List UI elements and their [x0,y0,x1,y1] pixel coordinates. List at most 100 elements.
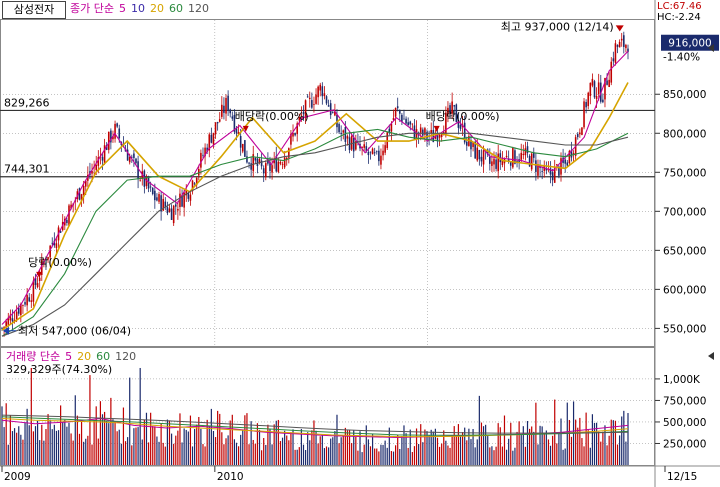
volume-bar [95,406,97,465]
volume-bar [41,424,43,465]
volume-bar [298,447,300,465]
volume-bar [143,419,145,465]
volume-bar [227,435,229,465]
ma-line-20 [1,82,629,331]
candle-body [384,145,386,153]
volume-ma-line-60 [1,416,629,436]
volume-bar [175,435,177,465]
stock-name-tab[interactable]: 삼성전자 [2,1,66,19]
volume-bar [284,430,286,465]
candle-body [114,123,116,139]
candle-body [344,127,347,142]
candle-body [568,150,571,164]
candle-body [116,123,118,127]
volume-bar [325,446,328,465]
volume-bar [462,432,464,465]
volume-bar [621,416,623,465]
vol-ma-legend-5: 5 [65,350,73,363]
candle-body [38,277,41,282]
candle-body [373,152,376,154]
volume-bar [196,424,198,465]
candle-body [66,219,68,223]
volume-bar [112,419,114,465]
volume-bar [279,441,282,465]
volume-bar [281,437,284,465]
volume-bar [614,420,617,465]
candle-body [193,183,196,185]
candle-body [547,169,550,171]
candle-body [172,205,175,224]
volume-bar [595,422,598,465]
candle-body [22,305,24,306]
candle-body [386,132,389,148]
candle-body [367,151,370,156]
candle-body [237,132,240,135]
volume-bar [118,429,120,465]
candle-body [380,155,382,165]
volume-bar [610,419,612,465]
volume-bar [581,438,583,465]
vol-ma-legend-20: 20 [77,350,92,363]
volume-bar [127,437,129,465]
candle-body [84,180,87,187]
candle-body [162,198,165,211]
volume-bar [397,434,399,465]
candle-body [183,192,185,208]
candle-body [365,146,368,152]
candle-body [591,78,594,86]
volume-bar [1,406,3,465]
volume-bar [392,451,395,465]
candle-body [338,123,340,133]
candle-body [361,147,363,149]
volume-bar [275,420,277,465]
candle-body [375,151,378,153]
volume-bar [68,422,70,465]
candle-body [618,41,621,48]
volume-bar [145,412,148,465]
volume-bar [51,429,53,465]
volume-bar [449,447,451,465]
volume-bar [600,441,602,465]
candle-body [449,105,451,114]
volume-bar [579,417,581,465]
volume-bar [181,442,183,465]
volume-bar [116,431,118,465]
volume-bar [135,427,137,465]
candle-body [378,150,380,162]
last-price-label: 916,000 [668,38,711,50]
volume-bar [13,428,16,465]
candle-body [227,95,229,111]
volume-bar [60,405,62,465]
volume-scroll-up-icon[interactable] [708,352,714,360]
candle-body [560,158,562,175]
candle-body [131,156,133,158]
candle-body [128,156,131,163]
candle-body [70,204,72,209]
volume-bar [424,429,426,465]
volume-bar [501,446,503,465]
volume-bar [141,439,143,465]
candle-body [363,144,366,148]
candle-body [304,100,307,119]
candle-body [489,156,491,164]
candle-body [28,297,31,302]
low-annotation: 최저 547,000 (06/04) [18,325,131,338]
volume-bar [482,426,485,465]
volume-bar [564,448,566,465]
candle-body [597,82,600,95]
volume-bar [296,449,298,465]
candle-body [581,127,583,135]
candle-body [453,105,456,107]
candle-body [610,61,613,83]
volume-bar [131,445,133,465]
volume-bar [359,431,361,465]
price-scroll-up-icon[interactable] [708,44,714,52]
candle-body [59,231,62,233]
candle-body [556,164,558,166]
volume-bar [223,444,225,465]
volume-bar [514,447,516,465]
volume-bar [426,431,428,465]
candle-body [294,133,296,136]
volume-bar [587,430,589,465]
volume-bar [252,439,254,465]
